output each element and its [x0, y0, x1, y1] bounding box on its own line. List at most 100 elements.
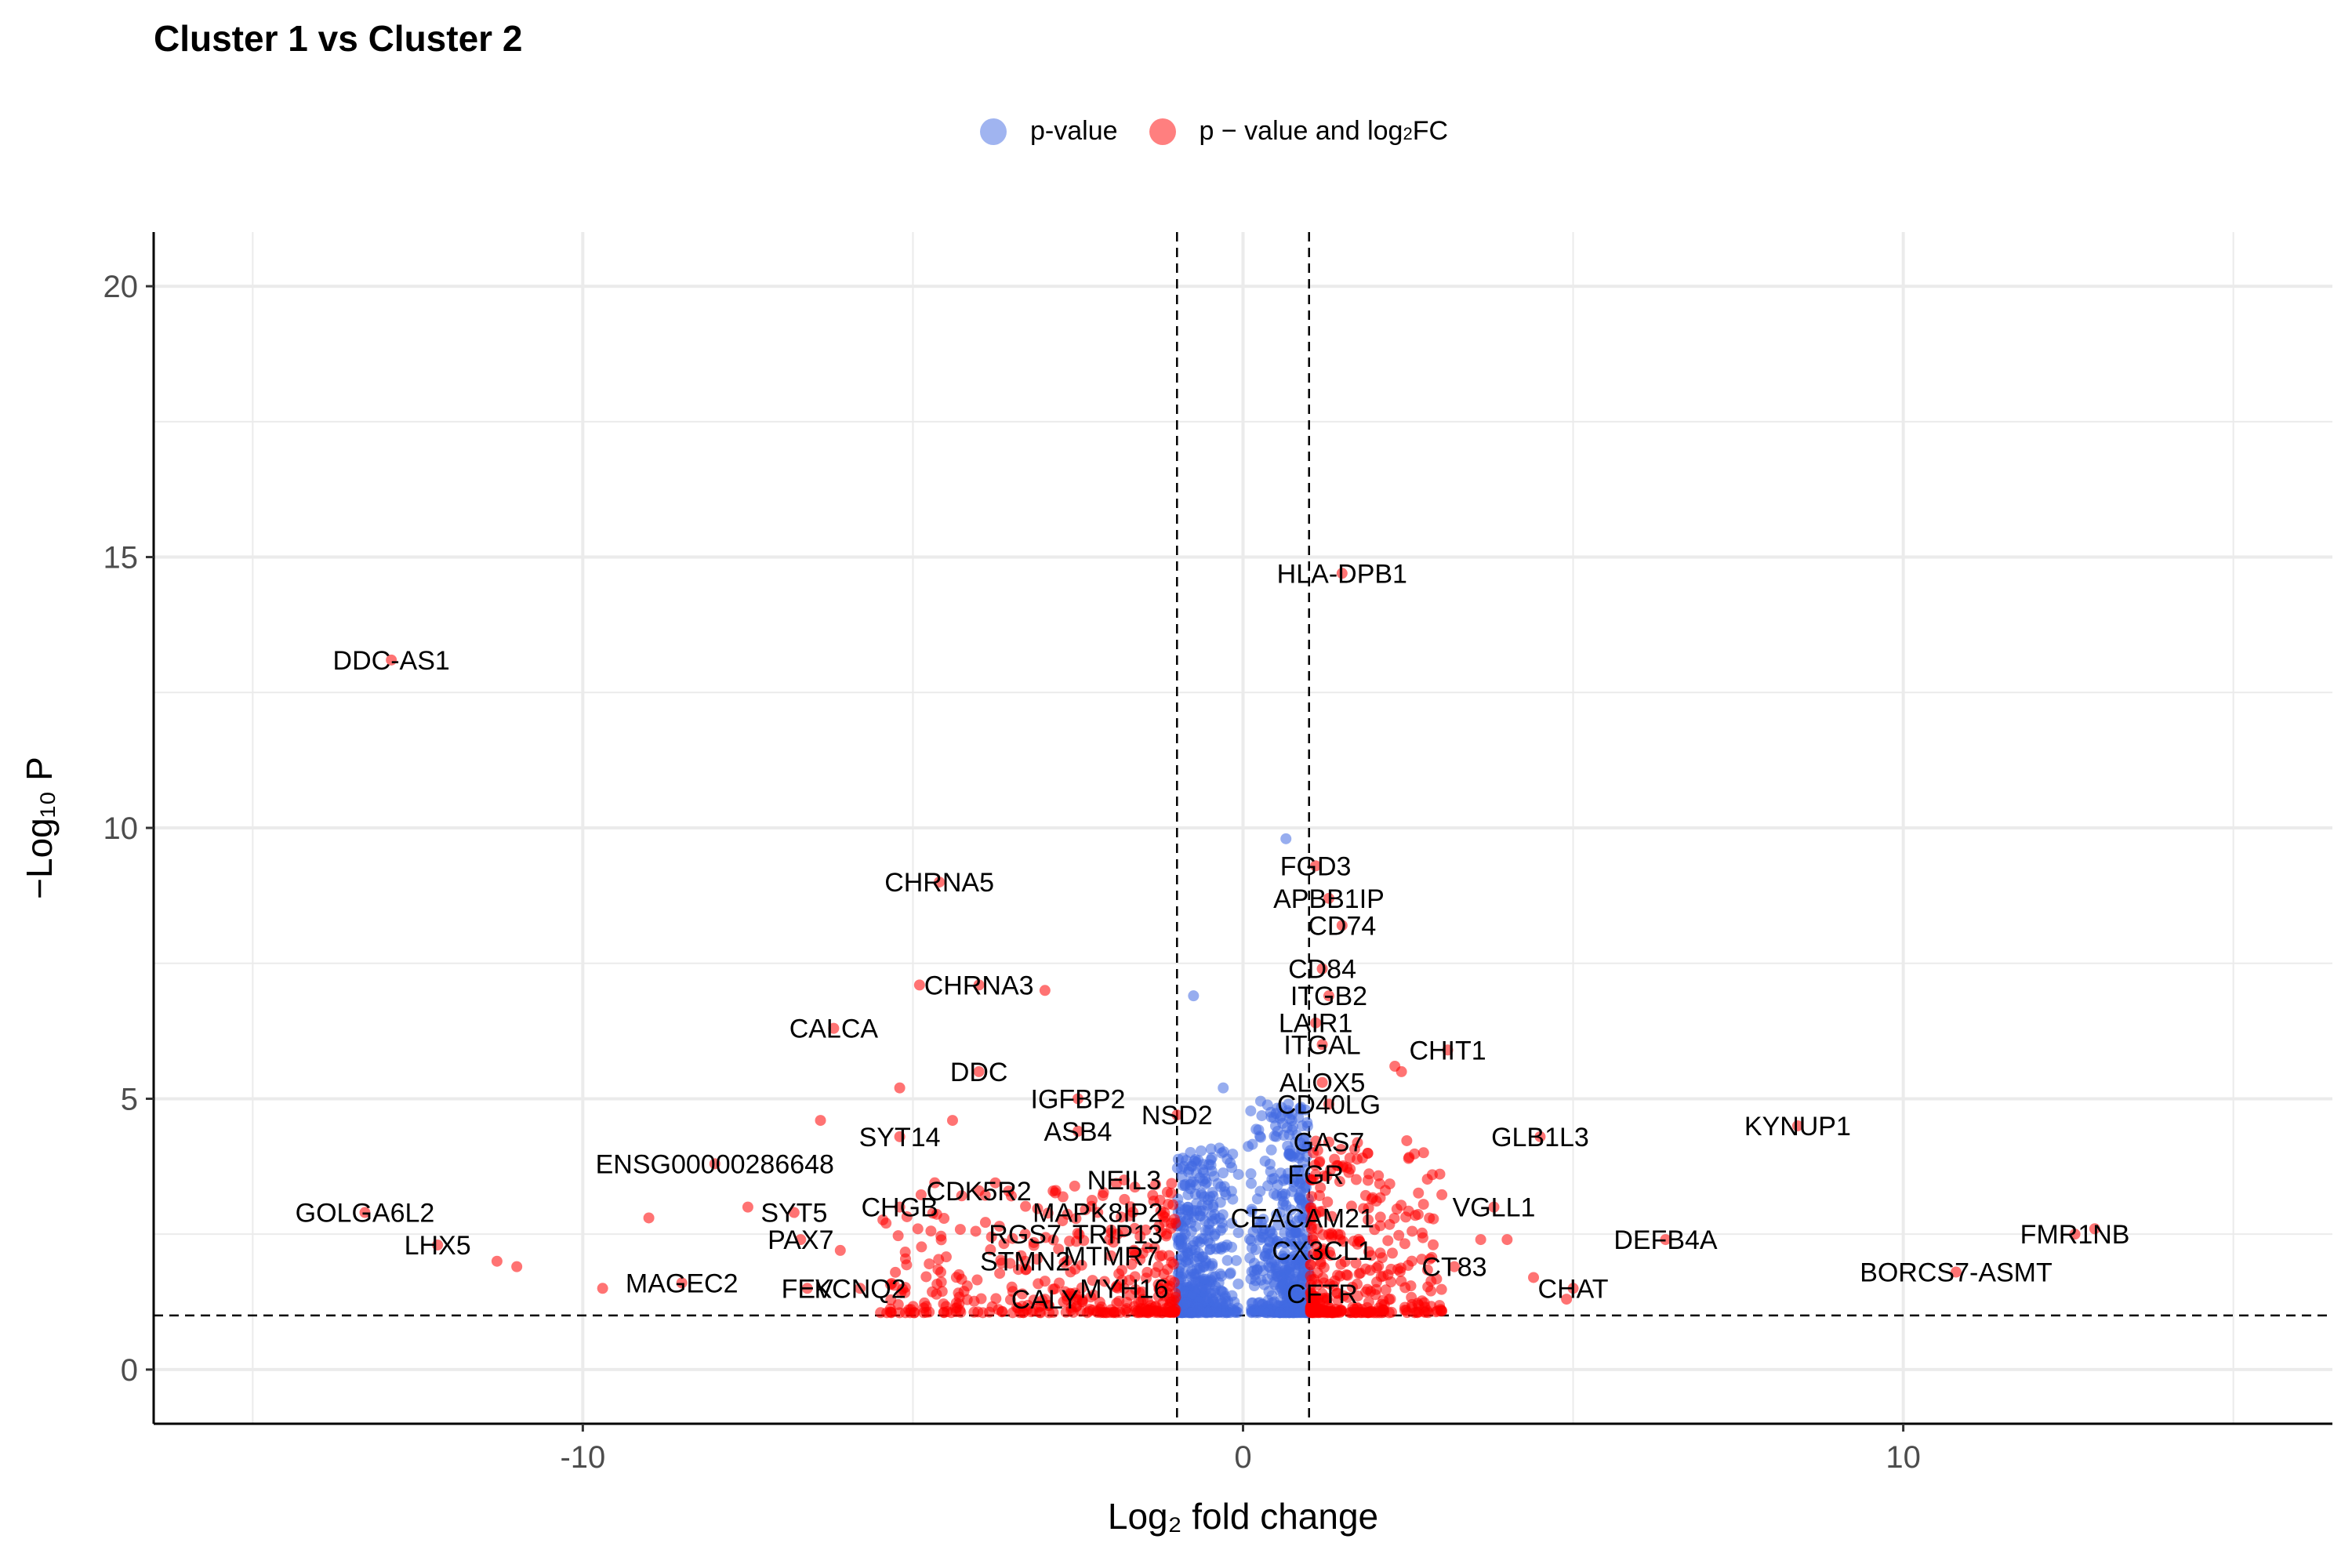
- data-point-p-value-and-log2fc: [1352, 1290, 1363, 1302]
- point-label: ITGB2: [1290, 982, 1367, 1011]
- data-point-p-value-and-log2fc: [1386, 1247, 1398, 1259]
- data-point-p-value-and-log2fc: [1319, 1170, 1330, 1181]
- point-label: GLB1L3: [1491, 1123, 1589, 1152]
- data-point-p-value: [1201, 1177, 1213, 1189]
- point-label: LAIR1: [1279, 1009, 1353, 1039]
- data-point-p-value: [1293, 1164, 1305, 1176]
- data-point-p-value-and-log2fc: [1128, 1244, 1140, 1256]
- data-point-labeled: [1316, 1288, 1328, 1300]
- data-point-p-value: [1195, 1145, 1207, 1156]
- data-point-labeled: [1316, 1244, 1328, 1256]
- data-point-p-value-and-log2fc: [1050, 1185, 1062, 1196]
- data-point-p-value-and-log2fc: [1020, 1200, 1032, 1212]
- data-point-p-value-and-log2fc: [1403, 1205, 1414, 1217]
- data-point-p-value-and-log2fc: [1004, 1258, 1016, 1269]
- data-point-p-value-and-log2fc: [1412, 1208, 1424, 1220]
- data-point-p-value-and-log2fc: [1312, 1307, 1324, 1319]
- data-point-p-value-and-log2fc: [1305, 1223, 1317, 1235]
- data-point-p-value-and-log2fc: [1403, 1152, 1414, 1164]
- data-point-labeled: [1105, 1250, 1117, 1261]
- data-point-labeled: [1310, 860, 1322, 872]
- data-point-labeled: [894, 1201, 906, 1213]
- data-point-p-value-and-log2fc: [1306, 1191, 1318, 1203]
- data-point-p-value-and-log2fc: [1006, 1281, 1018, 1293]
- data-point-labeled: [1336, 920, 1348, 931]
- point-label: IGFBP2: [1031, 1084, 1126, 1114]
- data-point-p-value-and-log2fc: [1332, 1229, 1344, 1240]
- point-label: CALCA: [789, 1014, 879, 1044]
- data-point-p-value: [1172, 1153, 1184, 1165]
- data-point-p-value-and-log2fc: [1104, 1234, 1116, 1246]
- data-point-p-value-and-log2fc: [995, 1254, 1007, 1266]
- point-label: MAPK8IP2: [1033, 1199, 1163, 1229]
- data-point-p-value-and-log2fc: [1119, 1193, 1131, 1205]
- data-point-p-value-and-log2fc: [1354, 1236, 1366, 1247]
- data-point-p-value-and-log2fc: [1475, 1234, 1486, 1246]
- data-point-labeled: [973, 979, 985, 991]
- data-point-p-value-and-log2fc: [491, 1255, 503, 1267]
- data-point-labeled: [855, 1283, 866, 1294]
- data-point-labeled: [1118, 1174, 1130, 1186]
- data-point-p-value-and-log2fc: [1393, 1229, 1405, 1241]
- data-point-p-value-and-log2fc: [1087, 1275, 1098, 1287]
- point-label: CHRNA5: [884, 868, 994, 898]
- data-point-p-value-and-log2fc: [1341, 1269, 1352, 1280]
- point-label: SYT14: [859, 1123, 941, 1152]
- data-point-labeled: [1567, 1283, 1579, 1294]
- data-point-labeled: [1323, 1098, 1334, 1110]
- data-point-p-value-and-log2fc: [1098, 1276, 1110, 1287]
- data-point-p-value: [1281, 1122, 1293, 1134]
- data-point-p-value-and-log2fc: [1125, 1201, 1137, 1213]
- data-point-labeled: [1488, 1201, 1500, 1213]
- data-point-p-value: [1216, 1270, 1228, 1282]
- data-point-p-value-and-log2fc: [951, 1301, 963, 1313]
- data-point-p-value: [1210, 1301, 1222, 1313]
- data-point-labeled: [1072, 1125, 1083, 1137]
- data-point-p-value: [1205, 1143, 1217, 1155]
- data-point-p-value-and-log2fc: [1031, 1254, 1043, 1265]
- data-point-labeled: [1534, 1131, 1546, 1142]
- data-point-p-value: [1246, 1265, 1258, 1277]
- data-point-p-value-and-log2fc: [916, 1241, 927, 1253]
- data-point-p-value: [1232, 1307, 1243, 1319]
- data-point-p-value-and-log2fc: [1322, 1196, 1334, 1208]
- legend-label-sub: 2: [1403, 124, 1413, 143]
- data-point-p-value-and-log2fc: [1348, 1143, 1360, 1155]
- data-point-p-value-and-log2fc: [1134, 1254, 1146, 1265]
- data-point-p-value-and-log2fc: [1042, 1207, 1054, 1219]
- data-point-p-value-and-log2fc: [1129, 1181, 1141, 1193]
- data-point-p-value-and-log2fc: [1335, 1143, 1347, 1155]
- data-point-p-value: [1219, 1241, 1231, 1253]
- point-label: ALOX5: [1279, 1069, 1366, 1098]
- data-point-labeled: [1316, 1076, 1328, 1088]
- data-point-labeled: [973, 1065, 985, 1077]
- data-point-p-value-and-log2fc: [1422, 1281, 1434, 1293]
- data-point-p-value-and-log2fc: [970, 1225, 982, 1237]
- data-point-p-value-and-log2fc: [1305, 1259, 1316, 1271]
- data-point-p-value: [1216, 1147, 1228, 1159]
- data-point-p-value-and-log2fc: [996, 1305, 1008, 1317]
- data-point-p-value-and-log2fc: [1318, 1277, 1330, 1289]
- data-point-labeled: [1323, 1136, 1334, 1148]
- data-point-p-value-and-log2fc: [1020, 1264, 1032, 1276]
- data-point-p-value-and-log2fc: [1073, 1229, 1085, 1240]
- data-point-p-value: [1294, 1225, 1305, 1237]
- data-point-p-value: [1251, 1222, 1263, 1234]
- point-label: CALY: [1011, 1285, 1079, 1315]
- point-label: KCNQ2: [814, 1274, 906, 1304]
- data-point-p-value-and-log2fc: [1067, 1306, 1079, 1318]
- data-point-p-value-and-log2fc: [1406, 1291, 1417, 1303]
- data-point-p-value-and-log2fc: [1424, 1212, 1436, 1224]
- data-point-p-value: [1265, 1225, 1276, 1236]
- data-point-p-value-and-log2fc: [1305, 1212, 1317, 1224]
- data-point-p-value: [1296, 1269, 1308, 1281]
- data-point-p-value-and-log2fc: [989, 1177, 1001, 1189]
- data-point-labeled: [934, 877, 946, 888]
- data-point-p-value-and-log2fc: [1124, 1210, 1136, 1221]
- data-point-labeled: [1448, 1261, 1460, 1272]
- data-point-labeled: [1660, 1234, 1671, 1246]
- y-tick-label: 0: [121, 1353, 138, 1388]
- data-point-labeled: [1112, 1229, 1123, 1240]
